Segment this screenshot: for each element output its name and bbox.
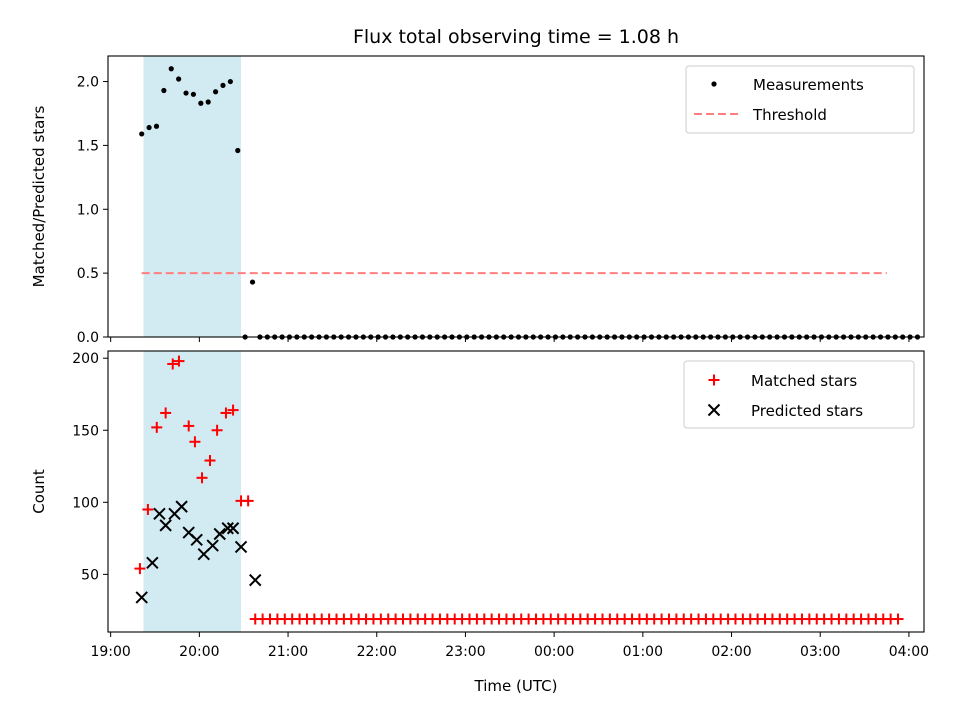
measurement-point [227, 78, 233, 85]
matched-star-point [183, 420, 195, 432]
measurement-point [198, 100, 204, 106]
measurement-point [146, 124, 152, 131]
predicted-star-stroke [146, 556, 159, 570]
matched-star-point [151, 421, 163, 433]
x-tick-label: 02:00 [711, 644, 751, 660]
legend-measurements-label: Measurements [753, 76, 864, 94]
matched-star-point [134, 563, 146, 575]
measurement-point [168, 66, 174, 72]
x-tick-label: 00:00 [534, 644, 574, 660]
predicted-star-stroke [221, 522, 234, 535]
legend-predicted-marker [707, 403, 721, 417]
y-tick-label: 100 [72, 495, 99, 511]
legend: Matched stars Predicted stars [683, 360, 915, 429]
top-panel: 0.0 0.5 1.0 1.5 2.0 Matched/Predicted stars Me… [30, 55, 925, 346]
measurement-point [235, 147, 241, 154]
matched-star-point [242, 495, 254, 507]
y-axis-label: Count [30, 469, 48, 514]
legend-box [683, 360, 915, 429]
x-tick-label: 20:00 [179, 644, 219, 660]
matched-star-point [211, 424, 223, 436]
measurement-point [212, 89, 219, 95]
predicted-star-point [135, 591, 148, 604]
predicted-star-stroke [182, 526, 195, 539]
matched-star-point [160, 407, 172, 419]
chart-title: Flux total observing time = 1.08 h [353, 26, 679, 48]
predicted-star-stroke [206, 539, 219, 552]
x-axis-label: Time (UTC) [474, 677, 558, 695]
predicted-star-stroke [213, 527, 226, 541]
y-tick-label: 1.0 [77, 202, 99, 218]
predicted-star-point [153, 507, 166, 521]
y-tick-label: 1.5 [77, 138, 99, 154]
x-tick-label: 21:00 [268, 644, 308, 660]
plot-frame [107, 55, 925, 338]
predicted-star-point [206, 539, 219, 552]
predicted-star-stroke [249, 573, 262, 587]
y-tick-label: 2.0 [77, 75, 99, 91]
predicted-star-point [226, 522, 240, 535]
y-axis-label: Matched/Predicted stars [30, 106, 48, 288]
legend-box [685, 65, 915, 134]
predicted-star-stroke [226, 522, 240, 535]
x-tick-label: 23:00 [445, 644, 485, 660]
predicted-star-stroke [190, 533, 203, 546]
x-tick-label: 01:00 [623, 644, 663, 660]
measurement-point [153, 123, 160, 129]
x-tick-label: 19:00 [90, 644, 130, 660]
predicted-star-point [159, 519, 172, 532]
plot-frame [107, 350, 925, 633]
x-tick-label: 22:00 [357, 644, 397, 660]
predicted-star-stroke [159, 519, 172, 532]
legend-measurement-marker [711, 81, 717, 87]
matched-star-point [167, 358, 179, 370]
matched-star-point [204, 455, 216, 467]
measurement-point [220, 82, 226, 88]
matched-star-point [173, 355, 185, 367]
measurement-point [205, 99, 211, 105]
predicted-star-point [213, 527, 226, 541]
predicted-star-stroke [153, 507, 166, 521]
bottom-panel: 50 100 150 200 19:00 20:00 21:00 22:00 23:00 00:0… [30, 350, 929, 695]
y-tick-label: 0.5 [77, 266, 99, 282]
legend-predicted-label: Predicted stars [751, 402, 863, 420]
matched-star-point [220, 407, 232, 419]
measurement-point [183, 90, 189, 96]
measurement-point [161, 87, 167, 94]
x-tick-label: 04:00 [889, 644, 929, 660]
y-tick-label: 200 [72, 351, 99, 367]
matched-star-point [196, 472, 208, 484]
y-tick-label: 50 [81, 567, 99, 583]
measurement-point [176, 76, 182, 82]
legend-matched-label: Matched stars [751, 372, 857, 390]
y-tick-label: 150 [72, 423, 99, 439]
predicted-star-stroke [175, 500, 188, 513]
shaded-span [143, 351, 242, 632]
predicted-star-stroke [707, 403, 721, 417]
measurement-point [190, 91, 197, 97]
legend-matched-marker [708, 374, 720, 386]
predicted-star-stroke [135, 591, 148, 604]
predicted-star-point [249, 573, 262, 587]
matched-star-point [142, 504, 154, 516]
measurement-point [139, 131, 145, 137]
predicted-star-point [175, 500, 188, 513]
x-tick-label: 03:00 [800, 644, 840, 660]
predicted-star-point [146, 556, 159, 570]
legend-threshold-label: Threshold [752, 106, 827, 124]
y-tick-label: 0.0 [77, 330, 99, 346]
shaded-span [143, 56, 242, 337]
matched-star-point [189, 436, 201, 448]
matched-star-point [892, 613, 904, 625]
legend: Measurements Threshold [685, 65, 915, 134]
predicted-star-point [221, 522, 234, 535]
predicted-star-point [190, 533, 203, 546]
measurement-point [249, 279, 256, 285]
predicted-star-point [234, 540, 248, 554]
predicted-star-stroke [234, 540, 248, 554]
matched-star-point [227, 404, 239, 416]
